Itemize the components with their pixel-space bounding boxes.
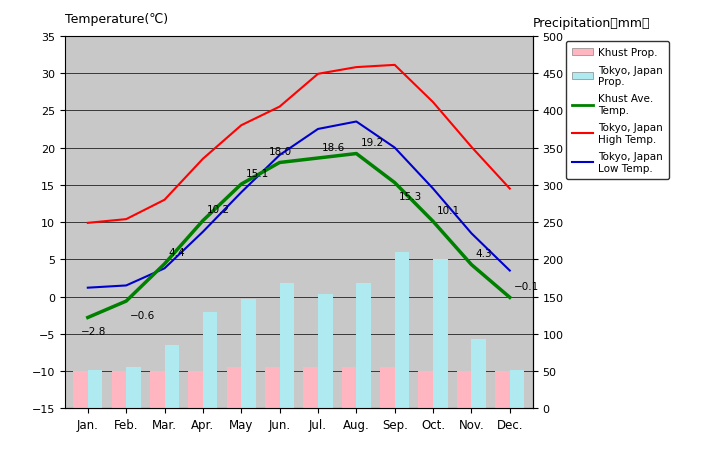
Bar: [203, 312, 217, 409]
Text: 18.6: 18.6: [322, 142, 346, 152]
Bar: [227, 368, 241, 409]
Legend: Khust Prop., Tokyo, Japan
Prop., Khust Ave.
Temp., Tokyo, Japan
High Temp., Toky: Khust Prop., Tokyo, Japan Prop., Khust A…: [566, 42, 670, 179]
Bar: [342, 368, 356, 409]
Text: 15.3: 15.3: [399, 192, 422, 202]
Text: 4.4: 4.4: [168, 248, 185, 258]
Text: 18.0: 18.0: [269, 147, 292, 157]
Bar: [150, 371, 165, 409]
Bar: [510, 370, 524, 409]
Bar: [457, 371, 472, 409]
Bar: [265, 368, 279, 409]
Bar: [380, 368, 395, 409]
Bar: [303, 368, 318, 409]
Text: 4.3: 4.3: [476, 249, 492, 259]
Text: 10.2: 10.2: [207, 205, 230, 215]
Text: 10.1: 10.1: [437, 206, 460, 216]
Text: 15.1: 15.1: [246, 168, 269, 179]
Bar: [356, 284, 371, 409]
Text: 19.2: 19.2: [361, 138, 384, 148]
Text: −2.8: −2.8: [81, 326, 107, 336]
Bar: [88, 370, 102, 409]
Bar: [165, 345, 179, 409]
Text: Precipitation（mm）: Precipitation（mm）: [533, 17, 650, 30]
Bar: [433, 260, 448, 409]
Bar: [318, 294, 333, 409]
Bar: [189, 371, 203, 409]
Text: Temperature(℃): Temperature(℃): [65, 12, 168, 26]
Bar: [73, 371, 88, 409]
Bar: [241, 299, 256, 409]
Text: −0.6: −0.6: [130, 310, 156, 320]
Bar: [495, 371, 510, 409]
Bar: [126, 367, 140, 409]
Bar: [472, 339, 486, 409]
Bar: [395, 252, 409, 409]
Bar: [418, 371, 433, 409]
Bar: [279, 284, 294, 409]
Bar: [112, 371, 126, 409]
Text: −0.1: −0.1: [514, 281, 539, 291]
